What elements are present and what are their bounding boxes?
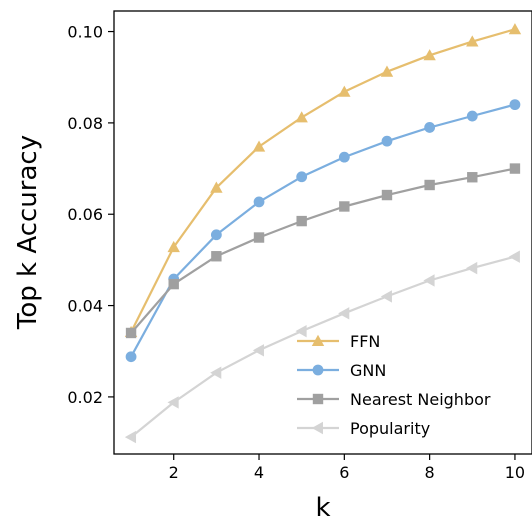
data-point-ffn (295, 111, 308, 123)
series-nearest-neighbor (125, 163, 521, 339)
legend-label: GNN (350, 361, 386, 380)
y-tick-label: 0.10 (67, 23, 103, 42)
x-axis-label: k (315, 493, 330, 523)
legend-marker (311, 334, 325, 346)
data-point-ffn (167, 240, 180, 253)
data-point-popularity (252, 344, 264, 357)
y-tick-label: 0.04 (67, 297, 103, 316)
data-point-popularity (380, 290, 392, 303)
data-point-gnn (210, 229, 222, 241)
legend: FFN GNN Nearest Neighbor Popularity (297, 332, 491, 438)
x-tick-label: 10 (505, 463, 525, 482)
data-point-gnn (424, 122, 436, 133)
legend-label: Popularity (350, 419, 430, 438)
data-point-ffn (466, 35, 479, 47)
x-tick-label: 2 (169, 463, 179, 482)
data-point-ffn (252, 140, 266, 152)
data-point-ffn (210, 181, 223, 193)
series-line-nearest-neighbor (130, 167, 516, 334)
data-point-ffn (423, 49, 436, 61)
series-line-gnn (130, 103, 516, 358)
data-point-nearest-neighbor (296, 215, 307, 227)
data-point-ffn (338, 85, 351, 97)
legend-item-popularity: Popularity (297, 419, 430, 438)
legend-marker (312, 393, 324, 405)
data-point-nearest-neighbor (168, 278, 179, 290)
series-layer (124, 23, 522, 444)
data-point-popularity (466, 261, 478, 275)
y-tick-label: 0.06 (67, 205, 103, 224)
data-point-nearest-neighbor (381, 189, 393, 201)
data-point-popularity (338, 307, 350, 320)
data-point-popularity (210, 366, 222, 379)
axis-layer: 2 4 6 8 10 0.02 0.04 0.06 0.08 0.10 (67, 23, 525, 482)
legend-item-nearest-neighbor: Nearest Neighbor (297, 390, 491, 409)
data-point-nearest-neighbor (339, 201, 350, 212)
data-point-nearest-neighbor (253, 232, 265, 243)
series-line-popularity (130, 255, 516, 438)
data-point-gnn (509, 99, 521, 111)
series-line-ffn (130, 28, 516, 333)
y-tick-label: 0.08 (67, 114, 103, 133)
x-tick-label: 6 (339, 463, 349, 482)
legend-item-gnn: GNN (297, 361, 386, 380)
x-tick-label: 8 (425, 463, 435, 482)
data-point-popularity (295, 324, 307, 338)
legend-marker (311, 421, 323, 435)
series-ffn (124, 23, 522, 338)
data-point-nearest-neighbor (211, 251, 222, 262)
data-point-popularity (167, 396, 179, 409)
data-point-nearest-neighbor (424, 179, 435, 191)
series-popularity (124, 250, 520, 444)
data-point-gnn (338, 151, 350, 163)
data-point-nearest-neighbor (509, 163, 521, 174)
data-point-popularity (124, 430, 137, 444)
data-point-popularity (423, 274, 435, 287)
data-point-ffn (508, 23, 522, 35)
data-point-gnn (381, 135, 393, 147)
data-point-gnn (125, 351, 137, 363)
y-tick-label: 0.02 (67, 388, 103, 407)
legend-label: FFN (350, 332, 380, 351)
x-tick-label: 4 (254, 463, 264, 482)
data-point-gnn (466, 110, 478, 122)
legend-marker (312, 364, 324, 376)
data-point-popularity (508, 250, 520, 263)
data-point-nearest-neighbor (467, 172, 478, 183)
data-point-gnn (296, 171, 308, 183)
legend-label: Nearest Neighbor (350, 390, 491, 409)
data-point-ffn (380, 65, 394, 77)
plot-frame (113, 10, 532, 455)
data-point-gnn (253, 196, 265, 208)
data-point-nearest-neighbor (125, 327, 137, 339)
legend-item-ffn: FFN (297, 332, 380, 351)
y-axis-label: Top k Accuracy (13, 135, 43, 330)
